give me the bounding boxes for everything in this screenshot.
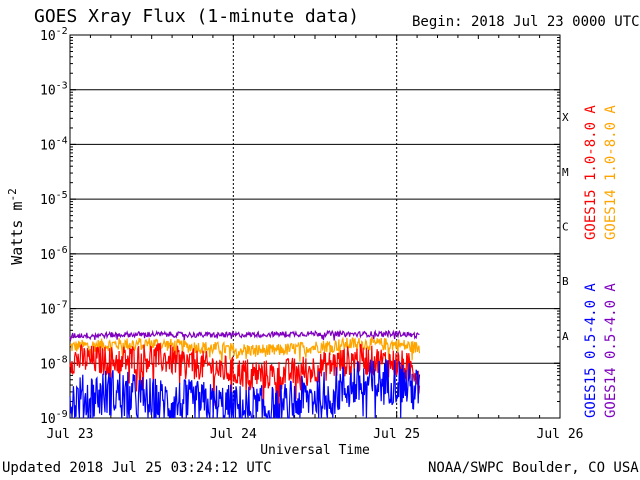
series-line bbox=[69, 329, 420, 342]
flare-class-label: B bbox=[562, 275, 569, 288]
y-tick-label: 10-3 bbox=[40, 81, 68, 99]
flare-class-label: A bbox=[562, 330, 569, 343]
flare-class-label: X bbox=[562, 111, 569, 124]
x-tick-label: Jul 25 bbox=[373, 427, 420, 442]
chart-title: GOES Xray Flux (1-minute data) bbox=[34, 6, 360, 27]
series-line bbox=[69, 343, 421, 410]
series-line bbox=[69, 359, 421, 419]
y-axis-label: Watts m-2 bbox=[6, 188, 26, 264]
y-tick-label: 10-8 bbox=[40, 354, 68, 372]
x-tick-label: Jul 23 bbox=[47, 427, 94, 442]
flare-class-label: C bbox=[562, 221, 569, 234]
y-tick-label: 10-9 bbox=[40, 409, 68, 427]
legend-entry: GOES15 0.5-4.0 A bbox=[583, 283, 599, 418]
legend-entry: GOES15 1.0-8.0 A bbox=[583, 105, 599, 240]
source-credit: NOAA/SWPC Boulder, CO USA bbox=[428, 460, 639, 476]
legend-entry: GOES14 0.5-4.0 A bbox=[603, 283, 619, 418]
x-axis-label: Universal Time bbox=[260, 443, 370, 458]
y-tick-label: 10-6 bbox=[40, 245, 68, 263]
x-tick-label: Jul 26 bbox=[537, 427, 584, 442]
x-tick-label: Jul 24 bbox=[210, 427, 257, 442]
y-tick-label: 10-7 bbox=[40, 300, 68, 318]
y-tick-label: 10-5 bbox=[40, 190, 68, 208]
y-tick-label: 10-2 bbox=[40, 26, 68, 44]
y-tick-label: 10-4 bbox=[40, 135, 68, 153]
begin-time: Begin: 2018 Jul 23 0000 UTC bbox=[412, 14, 640, 30]
legend-entry: GOES14 1.0-8.0 A bbox=[603, 105, 619, 240]
updated-time: Updated 2018 Jul 25 03:24:12 UTC bbox=[2, 460, 272, 476]
flare-class-label: M bbox=[562, 166, 569, 179]
